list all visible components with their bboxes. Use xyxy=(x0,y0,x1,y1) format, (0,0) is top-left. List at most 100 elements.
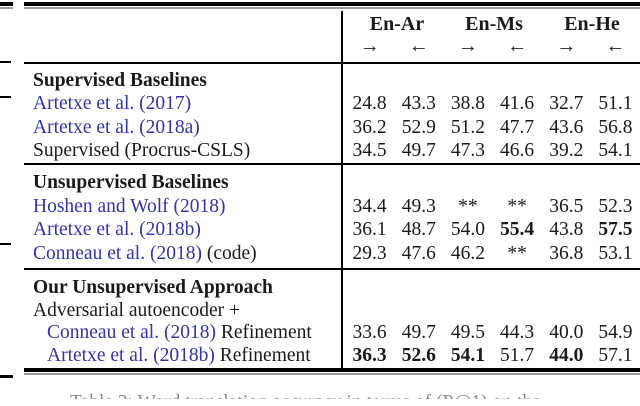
section-header-row: Our Unsupervised Approach xyxy=(24,277,640,300)
section-title: Supervised Baselines xyxy=(33,70,207,91)
value-cell: 36.8 xyxy=(549,243,584,264)
value-cell: 47.7 xyxy=(500,117,535,138)
value-cells: 36.3 52.6 54.1 51.7 44.0 57.1 xyxy=(345,345,640,367)
value-cell: 43.8 xyxy=(549,219,584,240)
value-cell: 49.7 xyxy=(401,140,436,161)
section-title: Unsupervised Baselines xyxy=(33,172,229,193)
table-top-rule-shadow xyxy=(24,7,640,9)
value-cell: ** xyxy=(458,196,478,217)
section-header-row: Supervised Baselines xyxy=(24,70,640,93)
citation-link[interactable]: Conneau et al. (2018) xyxy=(33,243,202,264)
value-cells: 36.2 52.9 51.2 47.7 43.6 56.8 xyxy=(345,117,640,139)
citation-link[interactable]: Artetxe et al. (2018a) xyxy=(33,117,200,138)
table-row: Conneau et al. (2018) Refinement 33.6 49… xyxy=(24,322,640,345)
section-divider-rule xyxy=(24,268,640,270)
value-cell: 54.9 xyxy=(598,322,633,343)
table-row: Adversarial autoencoder + xyxy=(24,300,640,323)
value-cell-best: 55.4 xyxy=(500,219,535,240)
value-cell-best: 52.6 xyxy=(401,345,436,366)
row-label-suffix: (code) xyxy=(201,243,257,264)
value-cell: 49.3 xyxy=(401,196,436,217)
table-row: Artetxe et al. (2018b) Refinement 36.3 5… xyxy=(24,345,640,368)
value-cell: 41.6 xyxy=(500,93,535,114)
row-label: Artetxe et al. (2018a) xyxy=(33,117,200,139)
row-label: Adversarial autoencoder + xyxy=(33,300,240,322)
value-cell: 39.2 xyxy=(549,140,584,161)
section-divider-rule xyxy=(24,163,640,165)
table-top-rule xyxy=(24,2,640,6)
table-bottom-rule xyxy=(24,368,640,372)
value-cell: 49.7 xyxy=(401,322,436,343)
left-edge-rule-fragment xyxy=(0,243,11,245)
table-bottom-rule-shadow xyxy=(24,373,640,375)
row-label-suffix: Refinement xyxy=(215,322,312,343)
value-cell: 44.3 xyxy=(500,322,535,343)
row-label: Conneau et al. (2018) (code) xyxy=(33,243,257,265)
value-cell: 24.8 xyxy=(352,93,387,114)
citation-link[interactable]: Conneau et al. (2018) xyxy=(47,322,216,343)
value-cells: 29.3 47.6 46.2 ** 36.8 53.1 xyxy=(345,243,640,265)
table-row: Artetxe et al. (2018b) 36.1 48.7 54.0 55… xyxy=(24,219,640,242)
section-title: Our Unsupervised Approach xyxy=(33,277,273,298)
table-row: Supervised (Procrus-CSLS) 34.5 49.7 47.3… xyxy=(24,140,640,163)
value-cell: 52.3 xyxy=(598,196,633,217)
row-label: Artetxe et al. (2017) xyxy=(33,93,191,115)
value-cell: 46.6 xyxy=(500,140,535,161)
value-cell: 49.5 xyxy=(450,322,485,343)
table-row: Artetxe et al. (2017) 24.8 43.3 38.8 41.… xyxy=(24,93,640,116)
col-group-en-he: En-He xyxy=(564,13,620,35)
value-cell: 54.1 xyxy=(598,140,633,161)
column-separator-line xyxy=(341,11,343,368)
row-label: Artetxe et al. (2018b) Refinement xyxy=(47,345,311,367)
value-cell: 36.5 xyxy=(549,196,584,217)
value-cell: 43.6 xyxy=(549,117,584,138)
value-cell: ** xyxy=(507,243,527,264)
left-edge-rule-fragment xyxy=(0,2,13,6)
citation-link[interactable]: Artetxe et al. (2018b) xyxy=(47,345,215,366)
row-label-text: Adversarial autoencoder + xyxy=(33,300,240,321)
value-cell: 52.9 xyxy=(401,117,436,138)
citation-link[interactable]: Artetxe et al. (2018b) xyxy=(33,219,201,240)
value-cells: 24.8 43.3 38.8 41.6 32.7 51.1 xyxy=(345,93,640,115)
value-cell: 48.7 xyxy=(401,219,436,240)
value-cells: 33.6 49.7 49.5 44.3 40.0 54.9 xyxy=(345,322,640,344)
value-cell: 56.8 xyxy=(598,117,633,138)
value-cell-best: 36.3 xyxy=(352,345,387,366)
direction-arrow-row: → ← → ← → ← xyxy=(345,35,640,57)
value-cell: 33.6 xyxy=(352,322,387,343)
row-label-suffix: Refinement xyxy=(214,345,311,366)
value-cell: 57.1 xyxy=(598,345,633,366)
citation-link[interactable]: Artetxe et al. (2017) xyxy=(33,93,192,114)
row-label: Conneau et al. (2018) Refinement xyxy=(47,322,312,344)
right-arrow-icon: → xyxy=(359,35,380,57)
left-edge-rule-fragment xyxy=(0,96,11,98)
header-divider-rule xyxy=(24,62,640,64)
value-cell: 47.6 xyxy=(401,243,436,264)
col-group-en-ar: En-Ar xyxy=(369,13,425,35)
table-row: Conneau et al. (2018) (code) 29.3 47.6 4… xyxy=(24,243,640,266)
value-cell: 29.3 xyxy=(352,243,387,264)
value-cell: 51.7 xyxy=(500,345,535,366)
section-header-row: Unsupervised Baselines xyxy=(24,172,640,195)
value-cell: 40.0 xyxy=(549,322,584,343)
left-arrow-icon: ← xyxy=(507,35,528,57)
value-cell: 47.3 xyxy=(450,140,485,161)
left-arrow-icon: ← xyxy=(408,35,429,57)
value-cell: 38.8 xyxy=(450,93,485,114)
value-cell: 43.3 xyxy=(401,93,436,114)
value-cell: 51.1 xyxy=(598,93,633,114)
value-cell: 54.0 xyxy=(450,219,485,240)
value-cell-best: 44.0 xyxy=(549,345,584,366)
row-label: Hoshen and Wolf (2018) xyxy=(33,196,226,218)
row-label: Artetxe et al. (2018b) xyxy=(33,219,201,241)
row-label-text: Supervised (Procrus-CSLS) xyxy=(33,140,251,161)
value-cell: 36.2 xyxy=(352,117,387,138)
left-arrow-icon: ← xyxy=(605,35,626,57)
value-cell: ** xyxy=(507,196,527,217)
right-arrow-icon: → xyxy=(457,35,478,57)
value-cell-best: 57.5 xyxy=(598,219,633,240)
citation-link[interactable]: Hoshen and Wolf (2018) xyxy=(33,196,226,217)
row-label: Supervised (Procrus-CSLS) xyxy=(33,140,250,162)
value-cell: 34.5 xyxy=(352,140,387,161)
